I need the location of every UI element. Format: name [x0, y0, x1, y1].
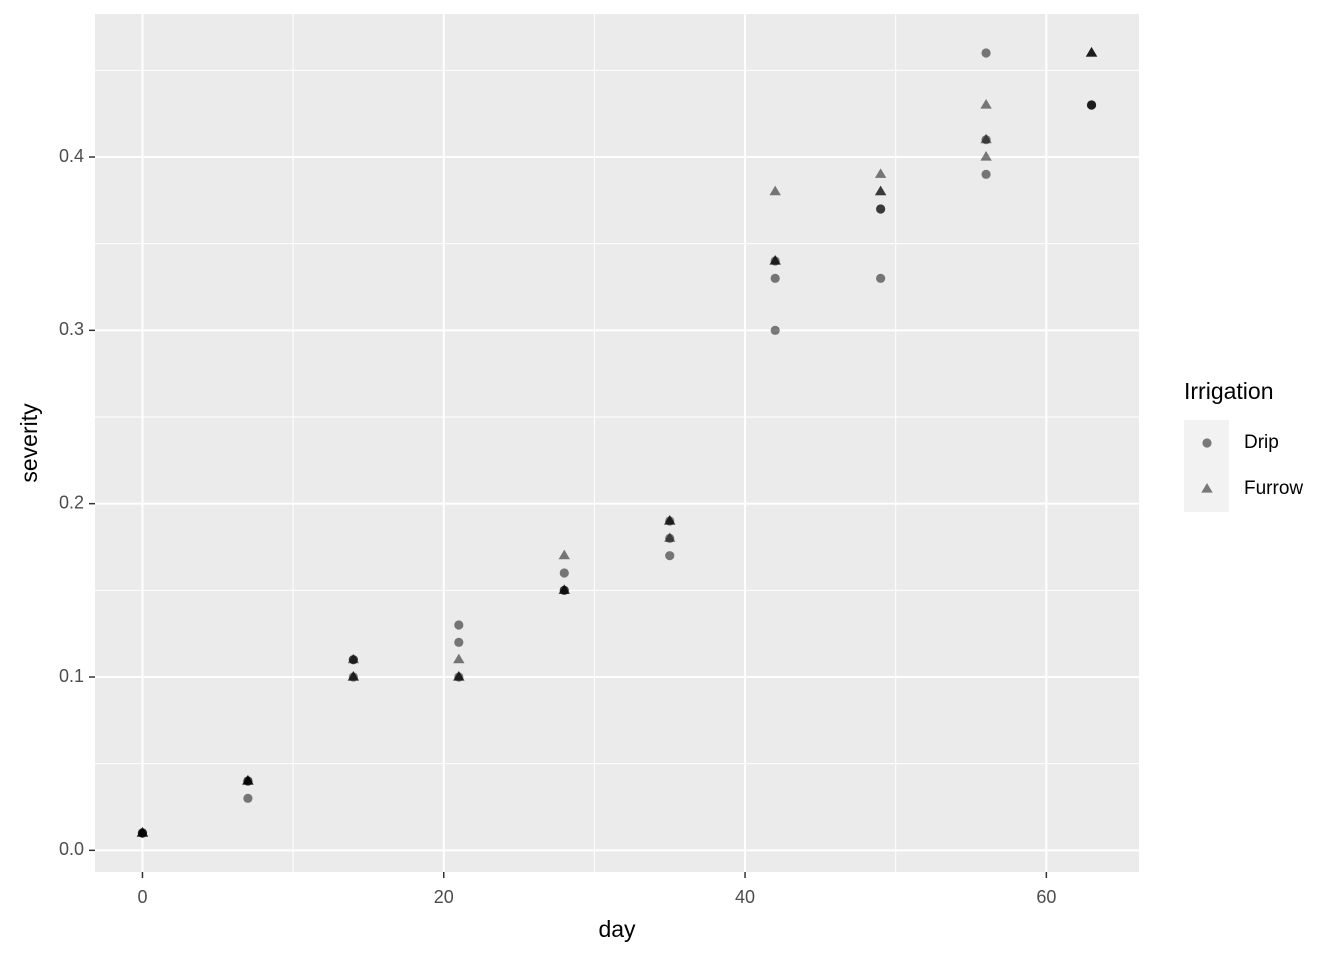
point — [876, 273, 886, 283]
point — [558, 549, 570, 560]
x-tick-label: 60 — [1036, 887, 1056, 907]
point — [136, 827, 149, 837]
point — [874, 168, 887, 178]
y-tick-label: 0.1 — [59, 666, 84, 686]
point — [454, 620, 464, 630]
point — [664, 515, 676, 525]
point — [1086, 100, 1097, 110]
y-axis-title: severity — [16, 403, 42, 483]
point — [453, 671, 465, 681]
point — [769, 185, 781, 196]
point — [980, 133, 992, 144]
legend-key-bg — [1184, 420, 1229, 512]
point — [981, 169, 991, 179]
legend-key — [1201, 483, 1213, 493]
point — [454, 637, 464, 647]
point — [770, 325, 780, 335]
point — [769, 255, 781, 265]
point — [874, 185, 887, 196]
point — [1085, 47, 1098, 57]
x-tick-label: 0 — [137, 887, 147, 907]
y-tick-label: 0.4 — [59, 146, 84, 166]
point — [243, 793, 253, 803]
point — [980, 99, 992, 109]
legend-label: Drip — [1244, 432, 1279, 453]
x-tick-label: 20 — [434, 887, 454, 907]
point — [347, 671, 360, 681]
point — [453, 653, 465, 664]
point — [876, 204, 886, 214]
point — [770, 273, 780, 283]
y-tick-label: 0.0 — [59, 839, 84, 859]
x-axis-title: day — [598, 916, 636, 942]
legend-key — [1202, 438, 1212, 448]
point — [980, 151, 992, 161]
point — [559, 568, 569, 578]
point — [558, 584, 570, 594]
y-tick-label: 0.2 — [59, 492, 84, 512]
x-tick-label: 40 — [735, 887, 755, 907]
point — [664, 532, 676, 542]
point — [665, 551, 675, 561]
point — [242, 775, 254, 785]
legend-title: Irrigation — [1184, 378, 1273, 404]
point — [347, 653, 360, 664]
y-tick-label: 0.3 — [59, 319, 84, 339]
point — [981, 48, 991, 58]
legend-label: Furrow — [1244, 478, 1303, 499]
